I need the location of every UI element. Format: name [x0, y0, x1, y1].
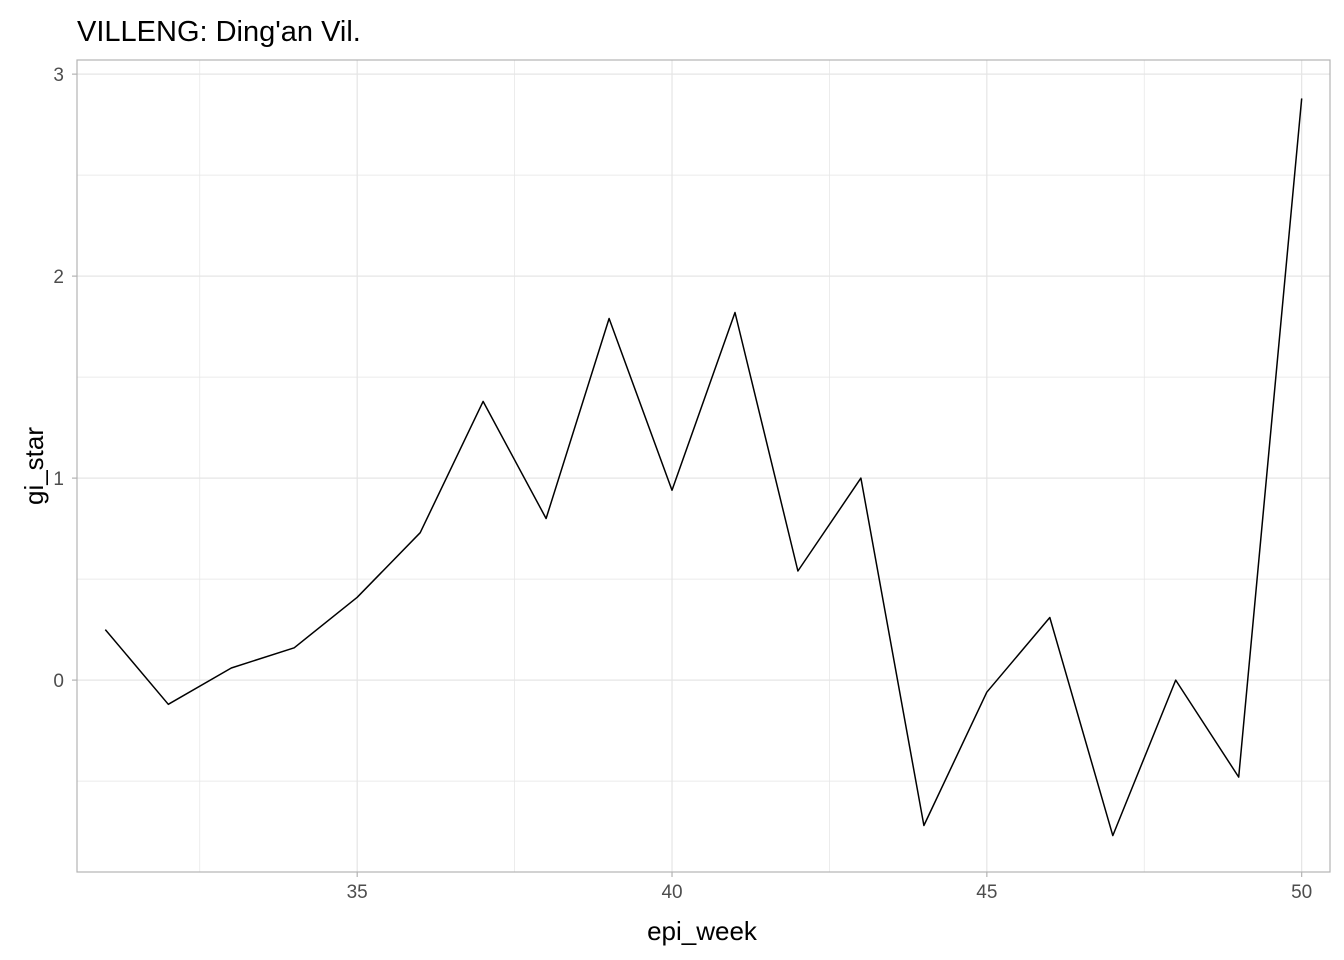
- axes: [72, 59, 1331, 877]
- x-axis-title: epi_week: [647, 916, 758, 946]
- chart-title: VILLENG: Ding'an Vil.: [77, 16, 361, 48]
- y-tick-label: 2: [53, 267, 64, 288]
- tick-labels: 35 40 45 50 0 1 2 3: [53, 65, 1312, 903]
- y-tick-label: 1: [53, 469, 64, 490]
- x-tick-label: 45: [976, 882, 997, 903]
- x-tick-label: 35: [347, 882, 368, 903]
- series-line: [104, 98, 1303, 837]
- series: [104, 98, 1303, 837]
- x-tick-label: 40: [661, 882, 682, 903]
- y-tick-label: 3: [53, 65, 64, 86]
- x-tick-label: 50: [1291, 882, 1312, 903]
- grid: [77, 60, 1330, 872]
- y-axis-title: gi_star: [19, 427, 49, 505]
- y-tick-label: 0: [53, 671, 64, 692]
- plot-panel-border: [76, 59, 1331, 873]
